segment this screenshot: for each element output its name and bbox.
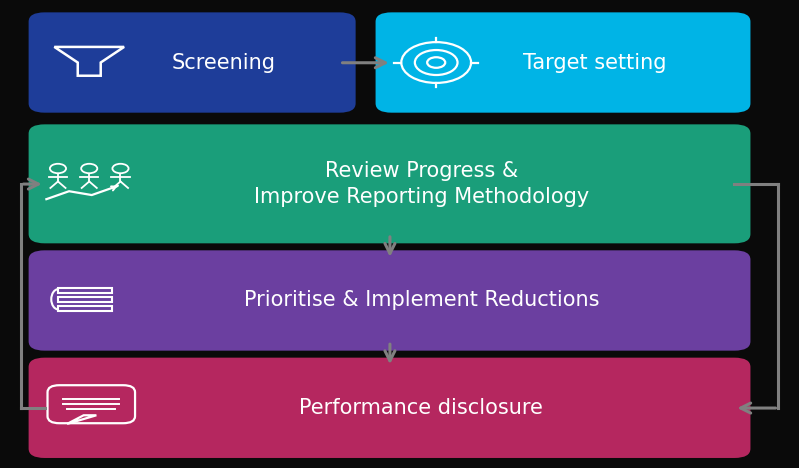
FancyBboxPatch shape [29, 358, 750, 458]
Text: Performance disclosure: Performance disclosure [300, 398, 543, 418]
Text: Prioritise & Implement Reductions: Prioritise & Implement Reductions [244, 291, 599, 310]
FancyBboxPatch shape [29, 12, 356, 113]
FancyBboxPatch shape [29, 124, 750, 243]
Text: Target setting: Target setting [523, 52, 666, 73]
Text: Review Progress &
Improve Reporting Methodology: Review Progress & Improve Reporting Meth… [254, 161, 589, 207]
FancyBboxPatch shape [376, 12, 750, 113]
FancyBboxPatch shape [29, 250, 750, 351]
Text: Screening: Screening [172, 52, 276, 73]
